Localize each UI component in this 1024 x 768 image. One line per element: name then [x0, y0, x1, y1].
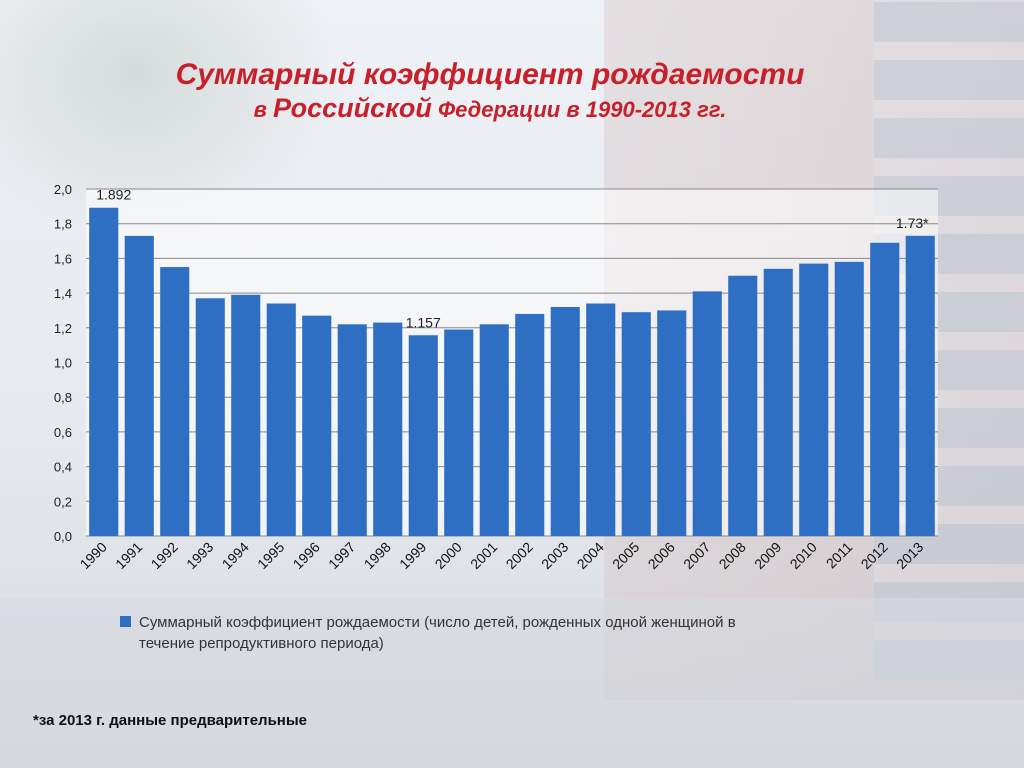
x-tick-label: 1991: [112, 539, 145, 572]
x-tick-label: 1993: [183, 539, 216, 572]
y-tick-label: 1,6: [54, 251, 72, 266]
footnote: *за 2013 г. данные предварительные: [33, 712, 308, 729]
y-tick-label: 0,0: [54, 529, 72, 544]
y-tick-label: 0,4: [54, 460, 72, 475]
chart-title: Суммарный коэффициент рождаемости: [175, 58, 805, 91]
x-tick-label: 2006: [645, 539, 678, 572]
x-tick-label: 2007: [680, 539, 713, 572]
x-tick-label: 2009: [751, 539, 784, 572]
x-tick-label: 2005: [609, 539, 642, 572]
bar-2007: [692, 291, 722, 536]
x-tick-label: 1990: [77, 539, 110, 572]
x-tick-label: 2004: [574, 539, 607, 572]
bar-2000: [444, 329, 474, 536]
data-label: 1.157: [406, 314, 441, 330]
x-tick-label: 1999: [396, 539, 429, 572]
y-tick-label: 0,6: [54, 425, 72, 440]
legend-label-continued: течение репродуктивного периода): [139, 635, 384, 652]
legend: Суммарный коэффициент рождаемости (число…: [120, 612, 890, 654]
data-label: 1.73*: [896, 215, 929, 231]
x-tick-label: 2001: [467, 539, 500, 572]
y-tick-label: 0,2: [54, 494, 72, 509]
x-tick-label: 2000: [432, 539, 465, 572]
bar-1995: [266, 303, 296, 536]
bar-2008: [728, 275, 758, 536]
bar-2012: [870, 242, 900, 536]
x-tick-label: 1997: [325, 539, 358, 572]
legend-label: Суммарный коэффициент рождаемости (число…: [139, 614, 736, 631]
x-tick-label: 1996: [290, 539, 323, 572]
legend-swatch: [120, 616, 131, 627]
bar-1993: [195, 298, 225, 536]
data-label: 1.892: [96, 187, 131, 203]
bar-2009: [763, 268, 793, 536]
x-tick-label: 2012: [858, 539, 891, 572]
bar-2006: [657, 310, 687, 536]
x-tick-label: 1992: [148, 539, 181, 572]
bar-2004: [586, 303, 616, 536]
bar-2011: [834, 261, 864, 536]
x-tick-label: 2010: [787, 539, 820, 572]
bar-2001: [479, 324, 509, 536]
bar-2013: [905, 235, 935, 536]
chart-subtitle: в Российской Федерации в 1990-2013 гг.: [253, 93, 727, 123]
y-tick-label: 1,0: [54, 356, 72, 371]
x-tick-label: 2008: [716, 539, 749, 572]
bar-1992: [160, 267, 190, 536]
x-tick-label: 1998: [361, 539, 394, 572]
bar-1997: [337, 324, 367, 536]
bar-2003: [550, 306, 580, 536]
y-tick-label: 0,8: [54, 390, 72, 405]
y-tick-label: 1,4: [54, 286, 72, 301]
bar-2005: [621, 312, 651, 536]
x-tick-label: 1994: [219, 539, 252, 572]
x-tick-label: 2011: [823, 539, 856, 572]
bar-1996: [302, 315, 332, 536]
y-tick-label: 2,0: [54, 182, 72, 197]
bar-1991: [124, 235, 154, 536]
x-tick-label: 2003: [538, 539, 571, 572]
bar-1990: [89, 207, 119, 536]
y-tick-label: 1,2: [54, 321, 72, 336]
x-tick-label: 2013: [893, 539, 926, 572]
bar-2002: [515, 313, 545, 536]
y-tick-label: 1,8: [54, 217, 72, 232]
bar-1998: [373, 322, 403, 536]
background-road: [0, 598, 1024, 768]
x-tick-label: 1995: [254, 539, 287, 572]
x-tick-label: 2002: [503, 539, 536, 572]
bar-1999: [408, 335, 438, 536]
bar-2010: [799, 263, 829, 536]
bar-1994: [231, 294, 261, 536]
